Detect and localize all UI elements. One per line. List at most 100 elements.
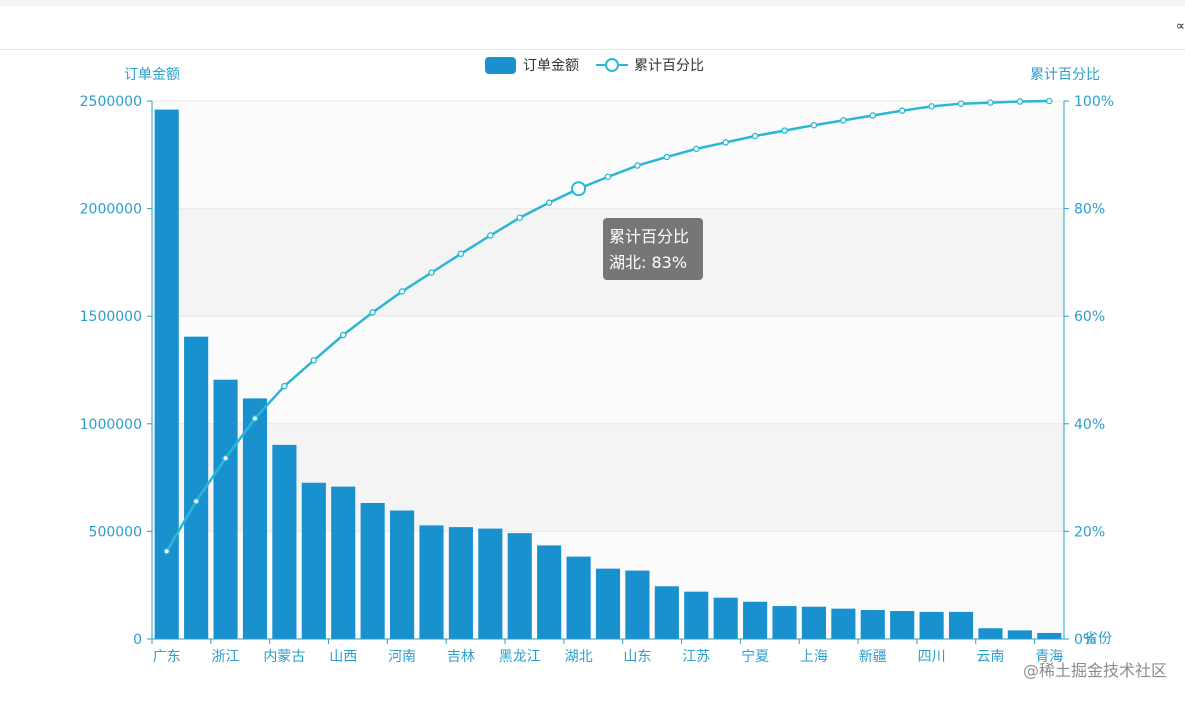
top-bar: ∝ xyxy=(0,0,1185,50)
bar xyxy=(654,586,679,639)
y-left-tick-label: 1500000 xyxy=(80,309,142,325)
bar xyxy=(801,606,826,639)
axes: 0 500000 1000000 1500000 2000000 2500000 0% 20%… xyxy=(80,94,1114,665)
y-left-axis-title: 订单金额 xyxy=(124,67,180,83)
x-tick-label: 宁夏 xyxy=(741,648,769,665)
y-right-tick-label: 100% xyxy=(1074,94,1114,110)
line-point xyxy=(1016,98,1024,105)
y-left-tick-label: 500000 xyxy=(89,524,142,540)
line-point xyxy=(840,117,847,124)
line-point xyxy=(957,100,965,107)
y-left-tick-label: 2000000 xyxy=(80,202,142,218)
x-tick-label: 河南 xyxy=(388,649,416,665)
line-point xyxy=(310,357,318,364)
grid-lines xyxy=(152,100,1064,532)
x-tick-label: 浙江 xyxy=(212,649,240,665)
line-point xyxy=(898,107,906,114)
y-right-tick-label: 0% xyxy=(1074,632,1096,648)
x-tick-label: 山东 xyxy=(623,649,651,665)
x-tick-label: 江苏 xyxy=(682,649,710,665)
line-point xyxy=(634,162,641,169)
bar xyxy=(1037,632,1062,639)
legend-bar-swatch xyxy=(485,57,516,74)
bar xyxy=(537,545,562,639)
tooltip-title: 累计百分比 xyxy=(609,227,690,246)
grid-bands xyxy=(152,101,1064,639)
line-series xyxy=(163,97,1053,555)
legend-line-marker xyxy=(605,58,619,72)
line-point xyxy=(487,232,494,239)
toolbar-glyph[interactable]: ∝ xyxy=(1175,19,1185,34)
y-left-tick-label: 1000000 xyxy=(80,417,142,433)
y-left-tick-label: 2500000 xyxy=(80,94,142,110)
bar xyxy=(448,527,473,639)
line-point xyxy=(163,548,170,555)
line-point xyxy=(192,498,200,505)
bar xyxy=(919,611,944,639)
x-tick-label: 青海 xyxy=(1035,649,1063,665)
bar xyxy=(390,510,415,639)
line-point xyxy=(281,382,288,390)
x-tick-label: 内蒙古 xyxy=(263,649,305,665)
x-tick-label: 上海 xyxy=(800,649,828,665)
bar xyxy=(301,482,326,639)
line-point-highlight xyxy=(571,181,587,197)
bar xyxy=(860,609,885,639)
line-point xyxy=(781,127,788,134)
bar xyxy=(154,109,179,639)
line-point xyxy=(693,145,700,153)
bar xyxy=(507,533,532,639)
legend[interactable]: 订单金额 累计百分比 xyxy=(485,57,704,74)
bar-series xyxy=(154,109,1062,639)
bar xyxy=(625,570,650,639)
line-point xyxy=(987,99,994,106)
line-point xyxy=(339,331,347,339)
bar xyxy=(1007,630,1032,639)
line-point xyxy=(457,250,465,258)
bar xyxy=(831,608,856,639)
x-tick-label: 湖北 xyxy=(565,649,593,665)
chart-tooltip: 累计百分比 湖北: 83% xyxy=(603,218,703,280)
bar xyxy=(890,611,915,639)
line-point xyxy=(869,112,877,119)
line-point xyxy=(398,288,406,295)
line-point xyxy=(751,132,759,140)
y-left-tick-label: 0 xyxy=(133,632,142,648)
line-point xyxy=(251,415,259,422)
y-right-tick-label: 80% xyxy=(1074,202,1105,218)
tooltip-content: 湖北: 83% xyxy=(609,253,688,272)
line-point xyxy=(516,214,523,221)
x-tick-label: 广东 xyxy=(153,649,181,665)
line-point xyxy=(663,153,671,161)
legend-item-order-amount: 订单金额 xyxy=(523,58,579,74)
line-point xyxy=(810,121,818,129)
bar xyxy=(242,398,268,639)
bar xyxy=(978,628,1003,639)
y-right-tick-label: 40% xyxy=(1074,417,1105,433)
x-tick-label: 新疆 xyxy=(859,649,887,665)
x-tick-label: 黑龙江 xyxy=(499,649,541,665)
bar xyxy=(478,528,503,639)
bar xyxy=(743,601,768,639)
line-point xyxy=(722,139,729,146)
bar xyxy=(419,525,444,639)
bar xyxy=(684,591,709,639)
grid-band xyxy=(152,316,1064,424)
legend-item-cumulative: 累计百分比 xyxy=(634,58,704,74)
bar xyxy=(772,606,797,639)
bar xyxy=(272,444,297,639)
x-tick-label: 四川 xyxy=(918,649,946,665)
y-right-tick-label: 60% xyxy=(1074,309,1105,325)
x-tick-label: 吉林 xyxy=(447,649,475,665)
x-axis-title: 省份 xyxy=(1084,631,1112,647)
bar xyxy=(360,502,385,639)
y-right-axis-title: 累计百分比 xyxy=(1030,67,1100,83)
line-point xyxy=(545,199,553,206)
grid-band xyxy=(152,101,1064,209)
y-right-tick-label: 20% xyxy=(1074,524,1105,540)
bar xyxy=(595,568,621,639)
bar xyxy=(213,379,238,639)
x-tick-label: 山西 xyxy=(329,649,357,665)
